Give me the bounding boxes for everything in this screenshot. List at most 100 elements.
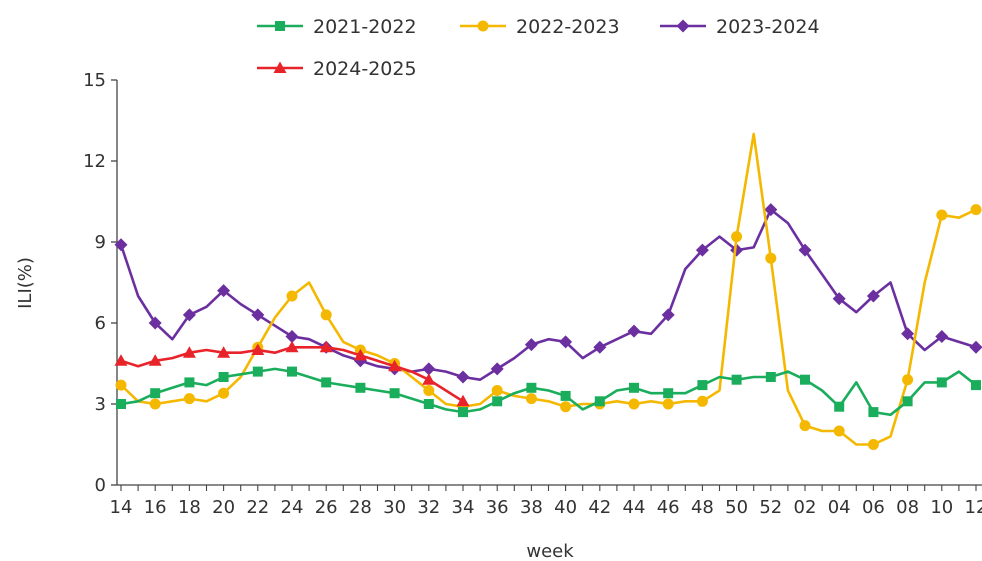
- data-point: [935, 330, 949, 343]
- y-axis-title: ILI(%): [15, 257, 36, 309]
- data-point: [458, 407, 468, 418]
- x-tick-label: 50: [725, 497, 748, 518]
- data-point: [868, 407, 879, 418]
- data-point: [319, 340, 333, 353]
- data-point: [629, 382, 639, 393]
- data-point: [697, 380, 708, 391]
- data-point: [116, 399, 126, 409]
- data-point: [217, 284, 231, 298]
- data-point: [936, 209, 948, 221]
- x-axis: 14 16 18 20 22 24 26 28 30 32 34 36 38 40 42 44 46 48 50 52…: [110, 484, 982, 518]
- series-2021-2022: [116, 366, 981, 418]
- y-axis: 0 3 6 9 12 15: [83, 70, 118, 496]
- data-point: [149, 398, 161, 410]
- series-line: [120, 367, 977, 417]
- legend-label: 2023-2024: [716, 16, 820, 38]
- data-point: [287, 366, 297, 377]
- data-point: [798, 243, 812, 257]
- data-point: [696, 395, 708, 407]
- data-point: [800, 374, 810, 385]
- data-point: [114, 238, 128, 252]
- legend-marker: [275, 21, 285, 31]
- data-point: [765, 372, 776, 382]
- legend-item-2023-2024: 2023-2024: [660, 16, 820, 38]
- legend-marker: [477, 20, 489, 32]
- y-tick-label: 6: [95, 313, 106, 334]
- data-point: [799, 420, 811, 432]
- data-point: [490, 362, 504, 376]
- data-point: [560, 401, 572, 413]
- data-point: [285, 340, 299, 353]
- x-tick-label: 44: [623, 497, 646, 518]
- data-point: [422, 373, 436, 385]
- data-point: [150, 388, 161, 399]
- x-tick-label: 10: [930, 497, 953, 518]
- data-point: [115, 379, 127, 391]
- x-tick-label: 34: [452, 497, 475, 518]
- series-line: [120, 132, 977, 446]
- plot-area: [114, 132, 982, 450]
- y-tick-label: 0: [95, 475, 106, 496]
- x-tick-label: 38: [520, 497, 543, 518]
- x-tick-label: 16: [144, 497, 167, 518]
- data-point: [252, 366, 263, 377]
- data-point: [731, 374, 742, 385]
- x-tick-label: 22: [246, 497, 269, 518]
- data-point: [764, 203, 778, 217]
- data-point: [321, 377, 332, 388]
- data-point: [388, 359, 402, 372]
- x-tick-label: 46: [657, 497, 680, 518]
- data-point: [183, 393, 195, 405]
- data-point: [286, 290, 298, 302]
- data-point: [661, 308, 675, 322]
- data-point: [834, 401, 845, 412]
- legend-marker: [676, 19, 690, 33]
- x-tick-label: 52: [759, 497, 782, 518]
- data-point: [902, 396, 913, 407]
- legend-item-2022-2023: 2022-2023: [460, 16, 620, 38]
- data-point: [389, 388, 400, 399]
- data-point: [902, 374, 914, 386]
- x-tick-label: 36: [486, 497, 509, 518]
- data-point: [251, 343, 265, 355]
- data-point: [492, 396, 503, 407]
- series-2023-2024: [114, 203, 982, 384]
- data-point: [560, 390, 571, 401]
- data-point: [971, 380, 981, 391]
- y-tick-label: 12: [83, 151, 106, 172]
- x-tick-label: 04: [828, 497, 851, 518]
- data-point: [456, 394, 470, 407]
- x-tick-label: 08: [896, 497, 919, 518]
- legend-item-2021-2022: 2021-2022: [257, 16, 417, 38]
- data-point: [731, 231, 743, 243]
- data-point: [970, 204, 982, 216]
- legend-item-2024-2025: 2024-2025: [257, 58, 417, 80]
- data-point: [867, 439, 879, 450]
- series-2024-2025: [114, 340, 470, 407]
- data-point: [901, 327, 915, 341]
- x-tick-label: 28: [349, 497, 372, 518]
- y-tick-label: 3: [95, 394, 106, 415]
- data-point: [285, 330, 299, 343]
- data-point: [422, 362, 436, 376]
- data-point: [662, 398, 674, 410]
- data-point: [423, 385, 435, 396]
- data-point: [456, 370, 470, 384]
- data-point: [320, 309, 332, 321]
- x-tick-label: 42: [588, 497, 611, 518]
- x-tick-label: 32: [417, 497, 440, 518]
- data-point: [355, 382, 366, 393]
- x-tick-label: 40: [554, 497, 577, 518]
- data-point: [526, 382, 537, 393]
- x-tick-label: 30: [383, 497, 406, 518]
- y-tick-label: 15: [83, 70, 106, 91]
- x-tick-label: 48: [691, 497, 714, 518]
- data-point: [491, 385, 503, 396]
- data-point: [218, 372, 229, 382]
- data-point: [251, 308, 265, 322]
- data-point: [833, 425, 845, 437]
- legend-marker: [273, 61, 287, 73]
- legend-label: 2021-2022: [313, 16, 417, 38]
- data-point: [832, 292, 846, 306]
